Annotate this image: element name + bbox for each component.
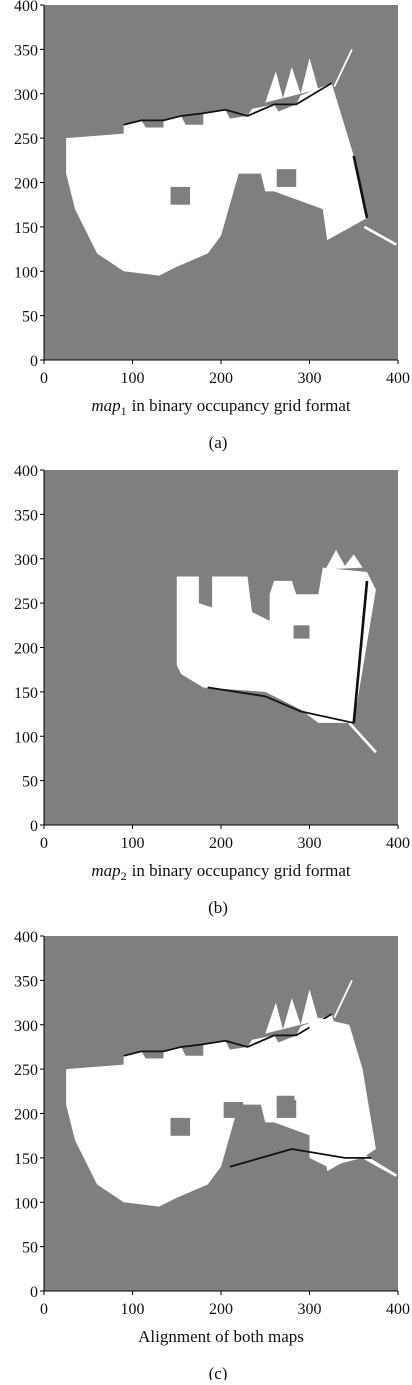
y-tick-label: 200 (14, 1107, 38, 1124)
y-tick-label: 350 (14, 973, 38, 990)
label-subscript: 1 (121, 404, 127, 418)
label-italic: map (91, 396, 120, 415)
y-tick-label: 300 (14, 87, 38, 104)
caption: (c) (209, 1364, 228, 1380)
y-tick-label: 300 (14, 552, 38, 569)
x-tick-label: 100 (121, 370, 145, 387)
caption: (a) (209, 433, 228, 452)
y-tick-label: 400 (14, 0, 38, 15)
y-tick-label: 250 (14, 1062, 38, 1079)
y-tick-label: 0 (30, 1284, 38, 1301)
label-italic: map (91, 861, 120, 880)
x-tick-label: 100 (121, 835, 145, 852)
panel: 0 50 100 150 200 250 300 350 400 0 100 200 300 400 Ali… (14, 929, 410, 1383)
y-tick-label: 150 (14, 220, 38, 237)
x-tick-label: 200 (209, 1301, 233, 1318)
y-tick-label: 250 (14, 596, 38, 613)
panel: 0 50 100 150 200 250 300 350 400 0 100 200 300 400 map… (14, 0, 410, 452)
label-text: in binary occupancy grid format (132, 396, 351, 415)
x-tick-label: 400 (386, 1301, 410, 1318)
y-tick-label: 50 (22, 774, 38, 791)
y-tick-label: 50 (22, 309, 38, 326)
x-tick-label: 0 (40, 370, 48, 387)
x-tick-label: 400 (386, 835, 410, 852)
y-tick-label: 350 (14, 42, 38, 59)
x-axis-label: map1 in binary occupancy grid format (91, 396, 351, 418)
x-axis-label: Alignment of both maps (138, 1327, 304, 1346)
x-tick-label: 0 (40, 835, 48, 852)
x-tick-label: 200 (209, 370, 233, 387)
label-text: in binary occupancy grid format (132, 861, 351, 880)
x-tick-label: 0 (40, 1301, 48, 1318)
y-tick-label: 50 (22, 1240, 38, 1257)
y-tick-label: 250 (14, 131, 38, 148)
x-axis-label: map2 in binary occupancy grid format (91, 861, 351, 883)
caption: (b) (208, 898, 228, 917)
y-tick-label: 150 (14, 1151, 38, 1168)
x-tick-label: 100 (121, 1301, 145, 1318)
x-tick-label: 400 (386, 370, 410, 387)
y-tick-label: 100 (14, 729, 38, 746)
y-tick-label: 350 (14, 507, 38, 524)
y-tick-label: 300 (14, 1018, 38, 1035)
y-tick-label: 400 (14, 929, 38, 946)
panel: 0 50 100 150 200 250 300 350 400 0 100 200 300 400 map… (14, 463, 410, 917)
y-tick-label: 150 (14, 685, 38, 702)
x-tick-label: 300 (298, 835, 322, 852)
y-tick-label: 200 (14, 176, 38, 193)
x-tick-label: 300 (298, 370, 322, 387)
x-tick-label: 200 (209, 835, 233, 852)
y-tick-label: 400 (14, 463, 38, 480)
y-tick-label: 100 (14, 1195, 38, 1212)
y-tick-label: 200 (14, 641, 38, 658)
x-tick-label: 300 (298, 1301, 322, 1318)
y-tick-label: 100 (14, 264, 38, 281)
label-subscript: 2 (121, 869, 127, 883)
y-tick-label: 0 (30, 818, 38, 835)
y-tick-label: 0 (30, 353, 38, 370)
